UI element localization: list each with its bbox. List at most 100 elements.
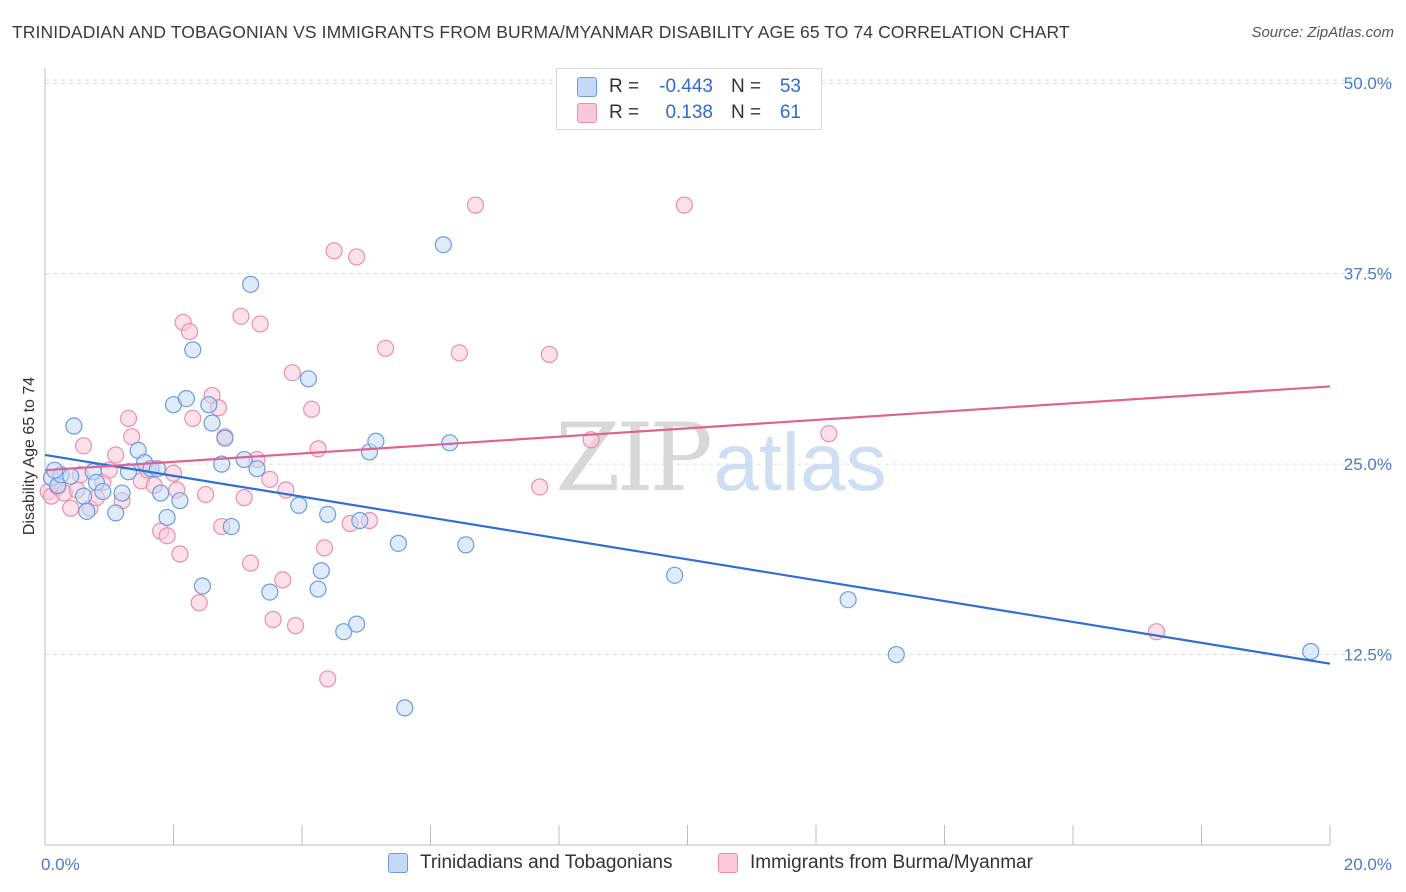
point-series-2	[74, 437, 93, 455]
point-series-2	[325, 242, 343, 260]
point-series-2	[158, 527, 176, 545]
y-tick-label: 37.5%	[1344, 265, 1392, 284]
y-tick-label: 25.0%	[1344, 455, 1392, 474]
legend-item-series-2: Immigrants from Burma/Myanmar	[718, 852, 1033, 874]
point-series-1	[299, 370, 318, 388]
point-series-2	[197, 485, 215, 504]
point-series-2	[315, 539, 334, 557]
point-series-1	[203, 414, 221, 432]
point-series-1	[177, 390, 195, 408]
point-series-1	[290, 496, 308, 514]
point-series-1	[887, 645, 905, 664]
point-series-2	[184, 409, 202, 428]
point-series-1	[152, 484, 170, 502]
point-series-2	[286, 617, 305, 635]
point-series-1	[78, 502, 96, 520]
chart-title: TRINIDADIAN AND TOBAGONIAN VS IMMIGRANTS…	[12, 22, 1070, 42]
point-series-1	[193, 577, 212, 595]
point-series-1	[65, 417, 83, 435]
point-series-1	[434, 236, 452, 254]
point-series-2	[242, 554, 260, 572]
trend-line-series-1	[44, 453, 1331, 665]
stats-legend: R = -0.443 N = 53 R = 0.138 N = 61	[556, 68, 822, 130]
r-value: 0.138	[665, 102, 713, 123]
point-series-1	[335, 623, 353, 641]
n-value: 61	[779, 102, 801, 123]
point-series-1	[113, 484, 131, 502]
r-label: R =	[609, 102, 640, 123]
point-series-2	[450, 344, 469, 362]
point-series-2	[190, 594, 208, 612]
legend-label-series-2: Immigrants from Burma/Myanmar	[750, 852, 1033, 873]
point-series-1	[261, 583, 279, 601]
stats-row-series-2: R = 0.138 N = 61	[577, 101, 801, 125]
watermark-zip: ZIP	[555, 404, 709, 513]
series-1-legend-swatch	[388, 853, 408, 873]
x-tick-label: 20.0%	[1344, 855, 1392, 874]
trend-line-series-2	[44, 385, 1331, 472]
point-series-2	[62, 499, 80, 517]
x-tick-labels: 0.0% 20.0%	[41, 855, 1392, 874]
point-series-1	[389, 534, 407, 552]
point-series-1	[367, 432, 385, 450]
point-series-2	[820, 425, 838, 443]
r-value: -0.443	[659, 76, 713, 97]
point-series-1	[62, 467, 80, 485]
point-series-1	[171, 492, 189, 510]
point-series-2	[264, 610, 282, 629]
point-series-2	[348, 248, 366, 266]
series-1-swatch	[577, 77, 597, 97]
point-series-1	[200, 396, 218, 414]
series-2-swatch	[577, 103, 597, 123]
point-series-1	[1302, 642, 1320, 661]
stats-row-series-1: R = -0.443 N = 53	[577, 75, 801, 99]
point-series-2	[283, 364, 301, 382]
x-tick-label: 0.0%	[41, 855, 80, 874]
point-series-2	[232, 307, 250, 325]
y-tick-label: 12.5%	[1344, 646, 1392, 665]
point-series-1	[74, 487, 93, 505]
point-series-1	[107, 504, 125, 522]
point-series-2	[675, 196, 693, 214]
axes	[44, 68, 1331, 846]
point-series-1	[216, 429, 234, 447]
point-series-2	[531, 478, 549, 496]
point-series-1	[457, 536, 475, 554]
point-series-2	[119, 409, 138, 428]
point-series-1	[184, 341, 202, 359]
point-series-2	[180, 322, 199, 341]
series-2-legend-swatch	[718, 853, 738, 873]
point-series-1	[248, 460, 266, 478]
point-series-2	[251, 315, 269, 333]
trend-lines	[44, 385, 1331, 665]
watermark-atlas: atlas	[713, 417, 886, 508]
point-series-1	[396, 699, 414, 717]
point-series-1	[222, 517, 240, 536]
point-series-1	[242, 275, 260, 293]
point-series-1	[309, 580, 327, 598]
point-series-1	[94, 482, 112, 501]
y-tick-label: 50.0%	[1344, 74, 1392, 93]
series-legend: Trinidadians and Tobagonians Immigrants …	[0, 852, 1406, 876]
n-label: N =	[731, 76, 762, 97]
point-series-1	[312, 562, 330, 580]
point-series-2	[466, 196, 485, 214]
y-tick-labels: 12.5% 25.0% 37.5% 50.0%	[1344, 74, 1392, 664]
point-series-2	[107, 446, 125, 464]
n-value: 53	[779, 76, 801, 97]
data-points	[39, 196, 1320, 717]
source-credit: Source: ZipAtlas.com	[1251, 24, 1394, 41]
point-series-1	[348, 615, 366, 633]
point-series-2	[235, 489, 253, 507]
point-series-2	[376, 339, 395, 357]
r-label: R =	[609, 76, 640, 97]
point-series-2	[164, 464, 183, 482]
point-series-2	[309, 440, 327, 458]
point-series-1	[158, 508, 176, 527]
point-series-2	[261, 470, 279, 488]
point-series-1	[319, 505, 337, 523]
point-series-2	[171, 545, 189, 563]
point-series-1	[235, 450, 253, 469]
point-series-2	[319, 670, 337, 688]
